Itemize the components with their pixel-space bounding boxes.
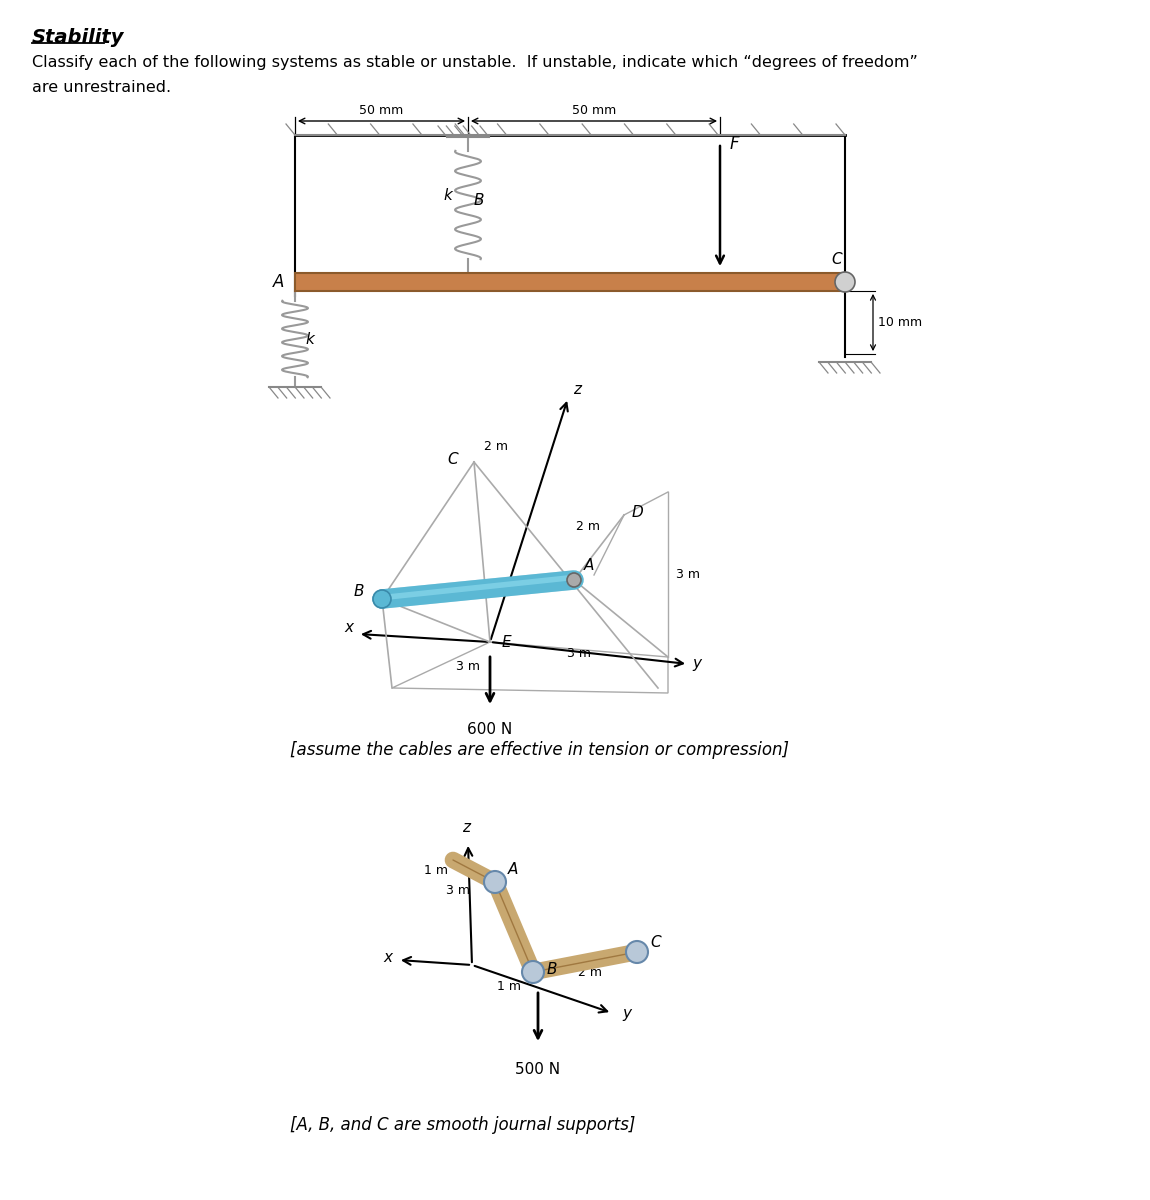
Text: 2 m: 2 m	[578, 966, 601, 979]
Text: 2 m: 2 m	[576, 520, 600, 533]
Text: 3 m: 3 m	[567, 647, 591, 660]
Text: D: D	[632, 505, 644, 520]
Text: y: y	[692, 656, 702, 671]
Text: B: B	[547, 962, 558, 977]
Bar	[296, 272, 845, 290]
Text: E: E	[503, 635, 512, 650]
Text: 3 m: 3 m	[457, 660, 480, 673]
Text: x: x	[383, 950, 392, 965]
Circle shape	[835, 272, 854, 292]
Text: 2 m: 2 m	[484, 440, 508, 452]
Text: 3 m: 3 m	[445, 884, 469, 898]
Text: 600 N: 600 N	[467, 722, 513, 737]
Text: 50 mm: 50 mm	[572, 104, 616, 116]
Circle shape	[567, 572, 581, 587]
Text: C: C	[831, 252, 842, 266]
Text: 500 N: 500 N	[515, 1062, 560, 1078]
Text: k: k	[305, 332, 314, 347]
Text: C: C	[447, 452, 458, 467]
Text: B: B	[474, 193, 484, 208]
Text: A: A	[584, 558, 595, 572]
Text: 1 m: 1 m	[497, 980, 521, 994]
Text: B: B	[353, 584, 365, 599]
Text: are unrestrained.: are unrestrained.	[32, 80, 171, 95]
Circle shape	[626, 941, 647, 962]
Text: Stability: Stability	[32, 28, 124, 47]
Text: [A, B, and C are smooth journal supports]: [A, B, and C are smooth journal supports…	[290, 1116, 635, 1134]
Circle shape	[373, 590, 391, 608]
Text: F: F	[730, 134, 739, 152]
Text: z: z	[573, 382, 581, 397]
Text: x: x	[344, 620, 353, 635]
Text: 10 mm: 10 mm	[877, 316, 922, 329]
Text: 50 mm: 50 mm	[359, 104, 404, 116]
Circle shape	[484, 871, 506, 893]
Text: 3 m: 3 m	[676, 568, 700, 581]
Text: A: A	[274, 272, 285, 290]
Text: A: A	[508, 862, 519, 877]
Text: y: y	[622, 1006, 631, 1021]
Circle shape	[522, 961, 544, 983]
Text: Classify each of the following systems as stable or unstable.  If unstable, indi: Classify each of the following systems a…	[32, 55, 918, 70]
Text: k: k	[443, 188, 452, 203]
Text: 1 m: 1 m	[424, 864, 448, 877]
Text: z: z	[462, 820, 470, 835]
Text: [assume the cables are effective in tension or compression]: [assume the cables are effective in tens…	[290, 740, 789, 758]
Text: C: C	[650, 935, 660, 950]
